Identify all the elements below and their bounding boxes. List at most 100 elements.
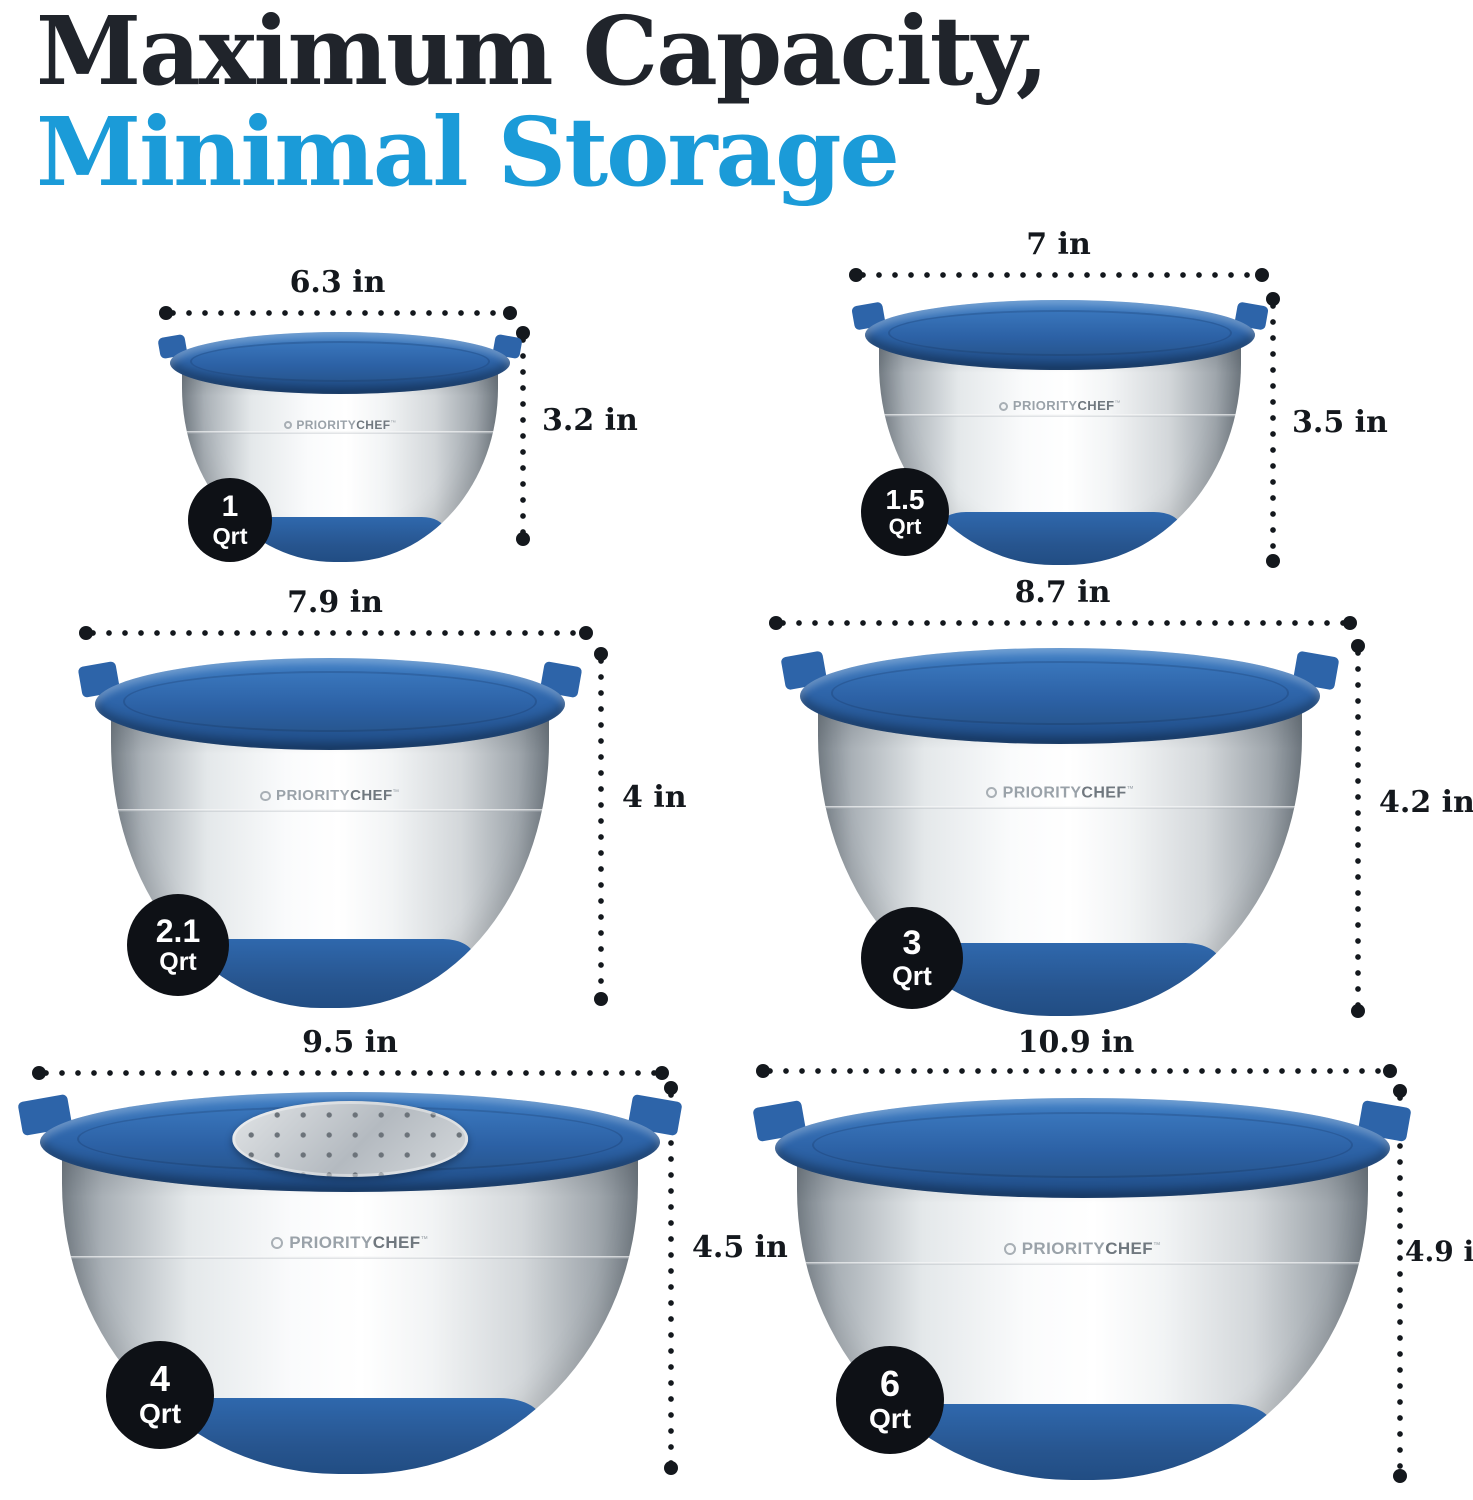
width-dimension-line xyxy=(85,630,585,636)
dimension-endpoint-dot xyxy=(769,616,783,630)
dimension-endpoint-dot xyxy=(664,1461,678,1475)
dimension-endpoint-dot xyxy=(32,1066,46,1080)
prioritychef-logo-icon xyxy=(271,1237,284,1250)
lid-inner-ring xyxy=(123,670,537,732)
height-dimension-label: 4.9 in xyxy=(1405,1235,1473,1268)
height-dimension-line xyxy=(1397,1090,1403,1475)
title-line-1: Maximum Capacity, xyxy=(36,0,1049,107)
dimension-endpoint-dot xyxy=(1393,1469,1407,1483)
mixing-bowl: PRIORITYCHEF™ xyxy=(780,648,1340,1016)
prioritychef-logo-icon xyxy=(260,790,271,802)
width-dimension-line xyxy=(855,272,1262,278)
dimension-endpoint-dot xyxy=(516,532,530,546)
trademark-symbol: ™ xyxy=(1114,400,1121,407)
capacity-unit: Qrt xyxy=(868,1403,912,1435)
brand-prefix: PRIORITY xyxy=(296,417,357,432)
brand-prefix: PRIORITY xyxy=(1012,398,1078,414)
height-dimension-label: 4 in xyxy=(622,780,687,815)
brand-prefix: PRIORITY xyxy=(1021,1239,1106,1259)
height-dimension-label: 3.2 in xyxy=(542,403,638,438)
brand-label: PRIORITYCHEF™ xyxy=(797,1239,1369,1259)
dimension-endpoint-dot xyxy=(594,992,608,1006)
dimension-endpoint-dot xyxy=(503,306,517,320)
dimension-endpoint-dot xyxy=(1351,639,1365,653)
dimension-endpoint-dot xyxy=(159,306,173,320)
dimension-endpoint-dot xyxy=(1266,292,1280,306)
bowl-nonslip-base xyxy=(940,512,1180,565)
prioritychef-logo-icon xyxy=(283,421,293,430)
dimension-endpoint-dot xyxy=(655,1066,669,1080)
brand-label: PRIORITYCHEF™ xyxy=(182,418,498,432)
dimension-endpoint-dot xyxy=(79,626,93,640)
capacity-quantity: 3 xyxy=(902,924,922,963)
height-dimension-line xyxy=(520,332,526,538)
bowl-lid xyxy=(77,658,583,750)
dimension-endpoint-dot xyxy=(664,1081,678,1095)
width-dimension-label: 7.9 in xyxy=(287,585,383,620)
dimension-endpoint-dot xyxy=(516,326,530,340)
prioritychef-logo-icon xyxy=(1003,1243,1016,1256)
width-dimension-label: 9.5 in xyxy=(302,1025,398,1060)
capacity-unit: Qrt xyxy=(892,961,932,992)
bowl-figure-1-5-qrt: 7 in PRIORITYCHEF™ 3.5 in 1.5 Qrt xyxy=(830,225,1390,590)
width-dimension-label: 10.9 in xyxy=(1017,1025,1135,1060)
width-dimension-label: 6.3 in xyxy=(289,265,386,300)
brand-suffix: CHEF xyxy=(350,787,393,805)
height-dimension-label: 4.2 in xyxy=(1379,785,1473,820)
lid-inner-ring xyxy=(831,661,1289,725)
trademark-symbol: ™ xyxy=(1126,783,1135,793)
prioritychef-logo-icon xyxy=(985,787,998,799)
brand-suffix: CHEF xyxy=(1105,1239,1154,1259)
capacity-unit: Qrt xyxy=(212,522,248,549)
bowl-figure-3-qrt: 8.7 in PRIORITYCHEF™ 4.2 in 3 Qrt xyxy=(755,575,1473,1045)
lid-inner-ring xyxy=(888,309,1232,356)
bowl-nonslip-base xyxy=(893,1404,1272,1480)
brand-suffix: CHEF xyxy=(372,1233,421,1253)
bowl-lid xyxy=(850,300,1270,370)
dimension-endpoint-dot xyxy=(756,1064,770,1078)
capacity-unit: Qrt xyxy=(159,947,197,976)
capacity-quantity: 2.1 xyxy=(155,913,201,950)
dimension-endpoint-dot xyxy=(579,626,593,640)
width-dimension-line xyxy=(762,1068,1390,1074)
page-title: Maximum Capacity, Minimal Storage xyxy=(36,0,1049,203)
lid-inner-ring xyxy=(811,1112,1354,1178)
width-dimension-line xyxy=(165,310,510,316)
capacity-quantity: 1 xyxy=(221,490,239,524)
dimension-endpoint-dot xyxy=(1351,1004,1365,1018)
capacity-badge: 1.5 Qrt xyxy=(861,468,949,556)
bowl-lid xyxy=(780,648,1340,744)
prioritychef-logo-icon xyxy=(999,401,1009,411)
bowl-lid xyxy=(157,332,523,394)
bowl-figure-1-qrt: 6.3 in PRIORITYCHEF™ 3.2 in 1 Qrt xyxy=(140,265,670,600)
height-dimension-label: 4.5 in xyxy=(692,1230,788,1265)
brand-label: PRIORITYCHEF™ xyxy=(62,1233,639,1253)
capacity-quantity: 4 xyxy=(149,1358,171,1400)
bowl-nonslip-base xyxy=(159,1398,541,1474)
height-dimension-line xyxy=(1270,298,1276,560)
height-dimension-line xyxy=(1355,645,1361,1010)
dimension-endpoint-dot xyxy=(849,268,863,282)
capacity-badge: 2.1 Qrt xyxy=(127,894,229,996)
dimension-endpoint-dot xyxy=(1255,268,1269,282)
lid-inner-ring xyxy=(190,340,490,382)
width-dimension-label: 7 in xyxy=(1026,227,1091,262)
bowl-lid xyxy=(752,1098,1413,1198)
brand-suffix: CHEF xyxy=(356,417,391,432)
trademark-symbol: ™ xyxy=(420,1234,429,1244)
capacity-unit: Qrt xyxy=(888,514,922,540)
height-dimension-line xyxy=(668,1087,674,1467)
bowl-figure-6-qrt: 10.9 in PRIORITYCHEF™ 4.9 in 6 Qrt xyxy=(745,1025,1473,1500)
trademark-symbol: ™ xyxy=(390,419,397,426)
height-dimension-label: 3.5 in xyxy=(1292,405,1388,440)
height-dimension-line xyxy=(598,653,604,998)
grater-insert xyxy=(232,1101,468,1177)
bowl-nonslip-base xyxy=(185,938,475,1008)
width-dimension-line xyxy=(775,620,1350,626)
width-dimension-line xyxy=(38,1070,662,1076)
capacity-unit: Qrt xyxy=(138,1398,182,1430)
dimension-endpoint-dot xyxy=(1343,616,1357,630)
brand-suffix: CHEF xyxy=(1081,784,1127,802)
capacity-badge: 3 Qrt xyxy=(861,907,963,1009)
